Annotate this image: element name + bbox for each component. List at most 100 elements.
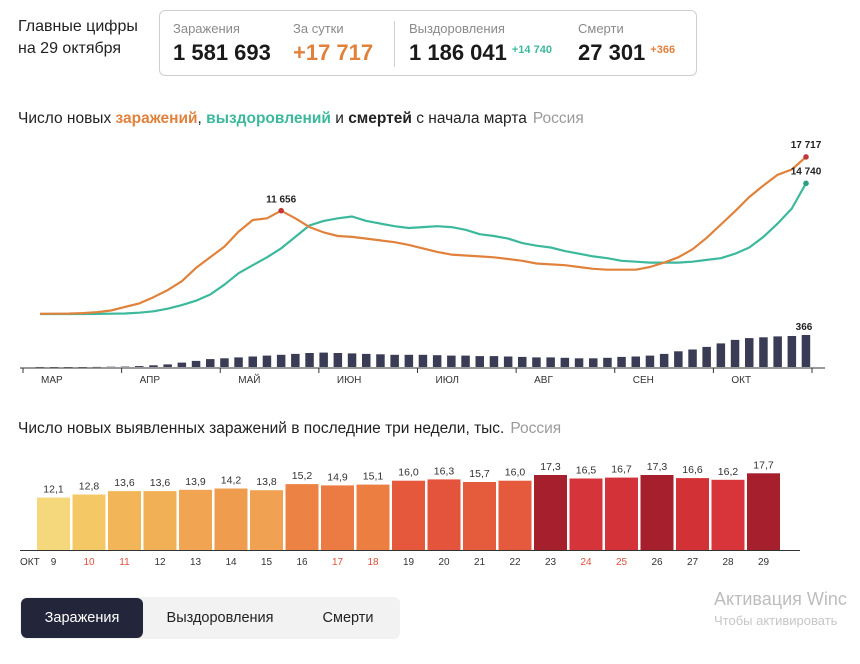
- recoveries-marker: [803, 180, 809, 187]
- windows-activation-hint: Чтобы активировать: [714, 613, 838, 628]
- deaths-bar: [404, 354, 414, 367]
- bar: [214, 488, 248, 550]
- deaths-bar: [489, 356, 499, 367]
- deaths-bar: [773, 336, 782, 367]
- deaths-bar: [801, 335, 811, 367]
- deaths-bar: [574, 358, 584, 367]
- title-prefix: Число новых: [18, 110, 116, 127]
- bar-value-label: 16,2: [718, 466, 739, 478]
- x-tick-label: СЕН: [633, 375, 654, 386]
- stat-recoveries-delta: +14 740: [511, 44, 552, 56]
- x-tick-label: АВГ: [534, 375, 553, 386]
- bar-value-label: 14,9: [327, 471, 348, 483]
- bar-category-label: 24: [580, 557, 592, 568]
- deaths-bar: [787, 336, 797, 367]
- stat-infections-value: 1 581 693: [173, 40, 271, 65]
- deaths-bar: [603, 357, 612, 367]
- bar-category-label: 26: [651, 557, 663, 568]
- title-sep-1: ,: [197, 110, 207, 127]
- bar: [534, 475, 567, 550]
- bar-value-label: 13,8: [256, 476, 277, 488]
- deaths-bar: [674, 351, 683, 367]
- bar: [711, 479, 745, 550]
- deaths-bar: [631, 356, 640, 367]
- deaths-bar: [305, 353, 314, 367]
- title-word-infections: заражений: [115, 110, 198, 127]
- metric-tabs: Заражения Выздоровления Смерти: [20, 597, 400, 639]
- bar: [285, 484, 319, 550]
- deaths-bar: [659, 353, 669, 367]
- infections-marker: [803, 154, 809, 160]
- bar: [676, 478, 709, 550]
- deaths-bar: [333, 353, 343, 367]
- bar: [392, 480, 425, 550]
- deaths-bar: [617, 356, 626, 367]
- bar-category-label: 10: [83, 557, 95, 568]
- headline-title: Главные цифры: [18, 18, 138, 35]
- bar-value-label: 13,6: [150, 477, 171, 489]
- bar-value-label: 17,3: [540, 461, 561, 473]
- bar-chart-title: Число новых выявленных заражений в после…: [18, 420, 561, 438]
- bar-category-label: 23: [545, 557, 557, 568]
- bar-value-label: 15,7: [469, 468, 490, 480]
- infections-annotation: 17 717: [791, 140, 822, 151]
- deaths-bar: [234, 357, 243, 367]
- infections-annotation: 11 656: [266, 195, 296, 206]
- x-tick-label: МАЙ: [238, 373, 260, 386]
- bar-chart-bars: 12,1 12,8 13,6 13,6 13,9 14,2 13,8 15,2 14,9 15,1…: [37, 459, 780, 550]
- stat-recoveries-value-wrap: 1 186 041 +14 740: [409, 40, 552, 66]
- deaths-bar: [532, 357, 541, 367]
- bar-category-label: 28: [722, 557, 734, 568]
- stat-deaths-value-wrap: 27 301 +366: [578, 40, 675, 66]
- headline: Главные цифры на 29 октября: [18, 16, 138, 60]
- bar-category-label: 16: [296, 557, 308, 568]
- title-suffix: с начала марта: [411, 110, 527, 127]
- bar: [143, 491, 177, 550]
- tab-recoveries[interactable]: Выздоровления: [166, 610, 274, 626]
- deaths-bar: [461, 355, 470, 367]
- bar-category-label: 25: [616, 557, 628, 568]
- title-word-recoveries: выздоровлений: [206, 110, 331, 127]
- bar-category-label: 22: [509, 557, 521, 568]
- deaths-bar: [432, 355, 442, 367]
- deaths-bar: [163, 364, 172, 367]
- x-tick-label: ИЮН: [337, 375, 362, 386]
- summary-panel: Заражения 1 581 693 За сутки +17 717 Выз…: [159, 10, 697, 76]
- bar-chart: 12,1 12,8 13,6 13,6 13,9 14,2 13,8 15,2 14,9 15,1…: [20, 459, 800, 568]
- bar: [179, 489, 212, 550]
- recoveries-line: [40, 182, 807, 316]
- deaths-bar: [560, 357, 570, 367]
- deaths-bar: [418, 354, 428, 367]
- stat-infections-label: Заражения: [173, 21, 240, 36]
- bar-value-label: 17,7: [753, 459, 774, 471]
- deaths-bar: [645, 355, 655, 367]
- stat-recoveries-value: 1 186 041: [409, 40, 507, 65]
- bar-category-label: 13: [190, 557, 202, 568]
- stat-daily-value: +17 717: [293, 40, 374, 65]
- tab-deaths[interactable]: Смерти: [322, 610, 374, 626]
- bar-categories: 9 10 11 12 13 14 15 16 17 18 19 20 21 22 23 24 25 26 27 28 2…: [51, 557, 770, 568]
- stat-deaths-label: Смерти: [578, 21, 624, 36]
- deaths-bar: [135, 366, 144, 367]
- bar-category-label: 17: [332, 557, 344, 568]
- deaths-bar: [589, 358, 598, 367]
- windows-activation-watermark: Активация Winc: [714, 589, 847, 609]
- deaths-bar: [503, 356, 513, 367]
- tab-infections[interactable]: Заражения: [21, 598, 143, 638]
- x-tick-label: ИЮЛ: [436, 375, 459, 386]
- bar-value-label: 16,5: [576, 465, 597, 477]
- bar-chart-region: Россия: [510, 420, 562, 437]
- title-sep-2: и: [330, 110, 349, 127]
- infections-marker: [278, 207, 284, 214]
- deaths-bar: [376, 354, 385, 367]
- bar-category-label: 18: [367, 557, 379, 568]
- bar-category-label: 14: [225, 557, 237, 568]
- bar: [640, 475, 674, 550]
- infections-line: [39, 156, 807, 315]
- deaths-bar: [518, 356, 527, 367]
- title-region: Россия: [532, 110, 584, 127]
- deaths-bar: [716, 343, 726, 367]
- bar-value-label: 12,8: [79, 481, 100, 493]
- deaths-bar: [688, 349, 697, 367]
- deaths-bar: [248, 356, 257, 367]
